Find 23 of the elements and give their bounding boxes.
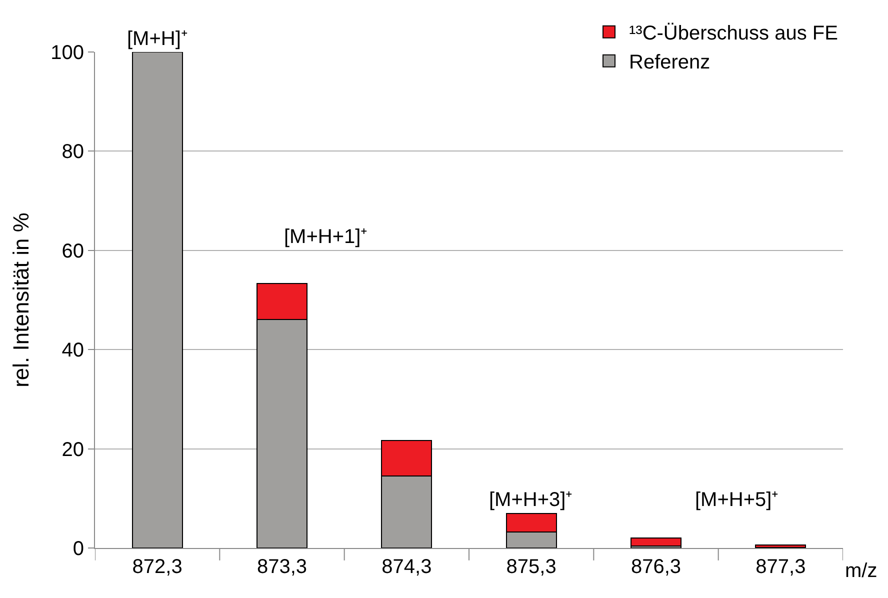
y-tick-label: 20: [62, 438, 84, 461]
annotation: [M+H+3]⁺: [489, 489, 573, 511]
legend-label: Referenz: [629, 52, 710, 74]
bar: [630, 538, 682, 547]
y-tick-label: 40: [62, 340, 84, 362]
bar: [755, 544, 806, 548]
annotation: [M+H]⁺: [127, 28, 188, 50]
x-tick-label: 873,3: [256, 556, 308, 578]
x-tick-label: 876,3: [630, 556, 682, 578]
y-tick-label: 80: [62, 141, 84, 164]
x-tick-label: 875,3: [506, 556, 556, 578]
y-tick-label: 100: [50, 42, 84, 64]
annotation: [M+H+1]⁺: [284, 226, 368, 248]
bar: [132, 52, 183, 548]
x-tick-label: 874,3: [382, 556, 432, 578]
y-tick-label: 0: [72, 538, 84, 560]
y-tick-label: 60: [62, 240, 84, 262]
x-axis-title: m/z: [845, 560, 878, 582]
x-tick-label: 877,3: [756, 556, 806, 578]
annotation: [M+H+5]⁺: [695, 489, 779, 511]
y-axis-title: rel. Intensität in %: [8, 212, 34, 388]
x-tick-label: 872,3: [132, 556, 182, 578]
legend-label: ¹³C-Überschuss aus FE: [629, 22, 838, 45]
